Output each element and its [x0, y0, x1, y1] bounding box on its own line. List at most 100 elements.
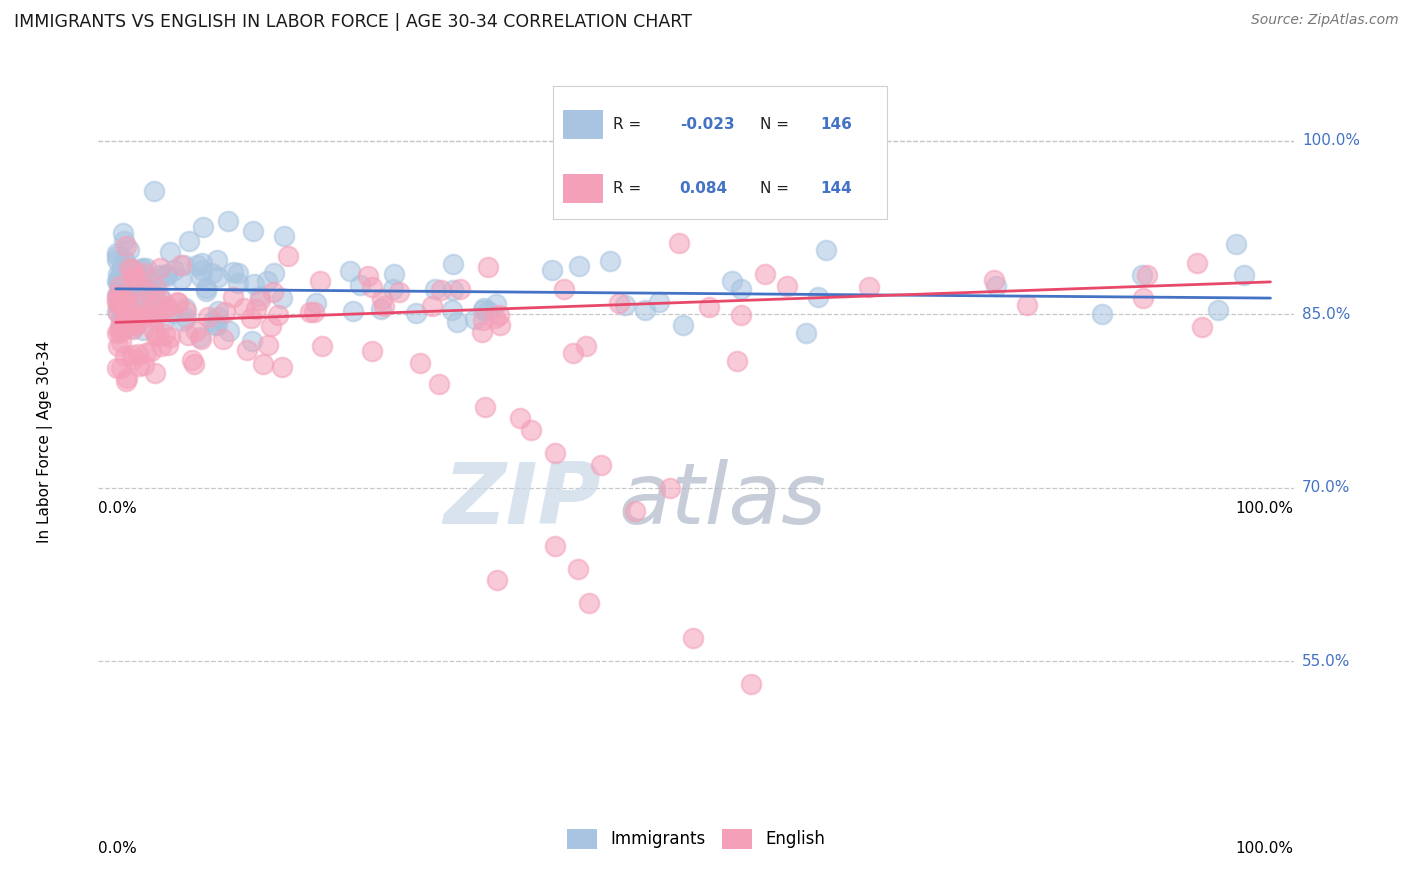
Immigrants [149, 268, 172, 282]
Immigrants [142, 287, 165, 301]
English [302, 305, 325, 319]
Immigrants [222, 264, 245, 278]
Immigrants [135, 260, 157, 275]
English [128, 271, 150, 285]
Immigrants [170, 272, 193, 286]
Immigrants [1233, 268, 1256, 282]
Immigrants [217, 213, 239, 227]
Immigrants [207, 310, 229, 324]
Immigrants [1206, 302, 1229, 317]
English [142, 310, 165, 324]
Immigrants [207, 269, 229, 284]
Immigrants [441, 284, 464, 298]
English [114, 349, 136, 363]
English [262, 285, 284, 300]
English [270, 360, 292, 375]
Immigrants [599, 253, 621, 268]
Immigrants [149, 290, 172, 304]
Immigrants [540, 263, 562, 277]
English [222, 290, 245, 304]
English [730, 308, 752, 322]
Immigrants [110, 266, 132, 280]
Immigrants [152, 316, 174, 330]
Immigrants [190, 262, 212, 277]
Immigrants [190, 270, 212, 285]
English [183, 357, 205, 371]
Immigrants [131, 304, 153, 318]
English [624, 504, 647, 518]
English [659, 481, 682, 495]
English [122, 270, 145, 285]
English [236, 343, 259, 358]
Immigrants [446, 315, 468, 329]
English [409, 356, 432, 370]
Immigrants [174, 301, 197, 315]
English [1191, 319, 1213, 334]
English [575, 339, 598, 353]
Immigrants [105, 274, 128, 288]
Immigrants [172, 314, 194, 328]
Immigrants [111, 226, 134, 240]
Immigrants [794, 326, 817, 340]
English [114, 308, 136, 322]
Immigrants [107, 252, 129, 267]
English [141, 300, 163, 314]
English [105, 360, 128, 375]
English [149, 260, 172, 275]
English [429, 283, 451, 297]
English [122, 351, 145, 366]
English [145, 329, 167, 343]
Immigrants [156, 269, 179, 284]
English [561, 345, 583, 359]
English [127, 346, 149, 360]
Immigrants [405, 306, 427, 320]
English [484, 310, 506, 325]
Immigrants [207, 304, 229, 318]
English [110, 334, 132, 349]
Immigrants [114, 305, 136, 319]
English [170, 258, 193, 272]
English [115, 371, 138, 385]
Immigrants [107, 274, 129, 288]
English [488, 308, 510, 322]
Immigrants [121, 321, 143, 335]
Immigrants [105, 246, 128, 260]
Immigrants [304, 295, 326, 310]
Immigrants [173, 258, 195, 272]
English [211, 332, 233, 346]
English [131, 294, 153, 309]
Immigrants [484, 297, 506, 311]
Immigrants [105, 287, 128, 301]
English [267, 308, 290, 322]
Text: 70.0%: 70.0% [1302, 480, 1350, 495]
English [1132, 291, 1154, 305]
English [245, 302, 267, 317]
Immigrants [112, 260, 135, 274]
Immigrants [381, 282, 404, 296]
English [150, 293, 173, 308]
English [388, 285, 411, 299]
English [115, 306, 138, 320]
Immigrants [568, 260, 591, 274]
Immigrants [105, 249, 128, 263]
English [112, 293, 135, 307]
Immigrants [143, 184, 166, 198]
Immigrants [202, 314, 225, 328]
Immigrants [121, 273, 143, 287]
Immigrants [139, 284, 162, 298]
Immigrants [156, 268, 179, 282]
Immigrants [226, 276, 249, 290]
Text: 0.0%: 0.0% [98, 841, 138, 856]
Text: In Labor Force | Age 30-34: In Labor Force | Age 30-34 [37, 340, 52, 543]
Immigrants [110, 283, 132, 297]
Immigrants [138, 276, 160, 290]
English [167, 295, 190, 310]
English [308, 274, 330, 288]
Immigrants [242, 334, 264, 349]
Immigrants [1225, 236, 1247, 251]
Text: 100.0%: 100.0% [1302, 133, 1360, 148]
English [277, 249, 299, 263]
Immigrants [174, 311, 197, 326]
English [114, 375, 136, 389]
Immigrants [984, 278, 1007, 293]
